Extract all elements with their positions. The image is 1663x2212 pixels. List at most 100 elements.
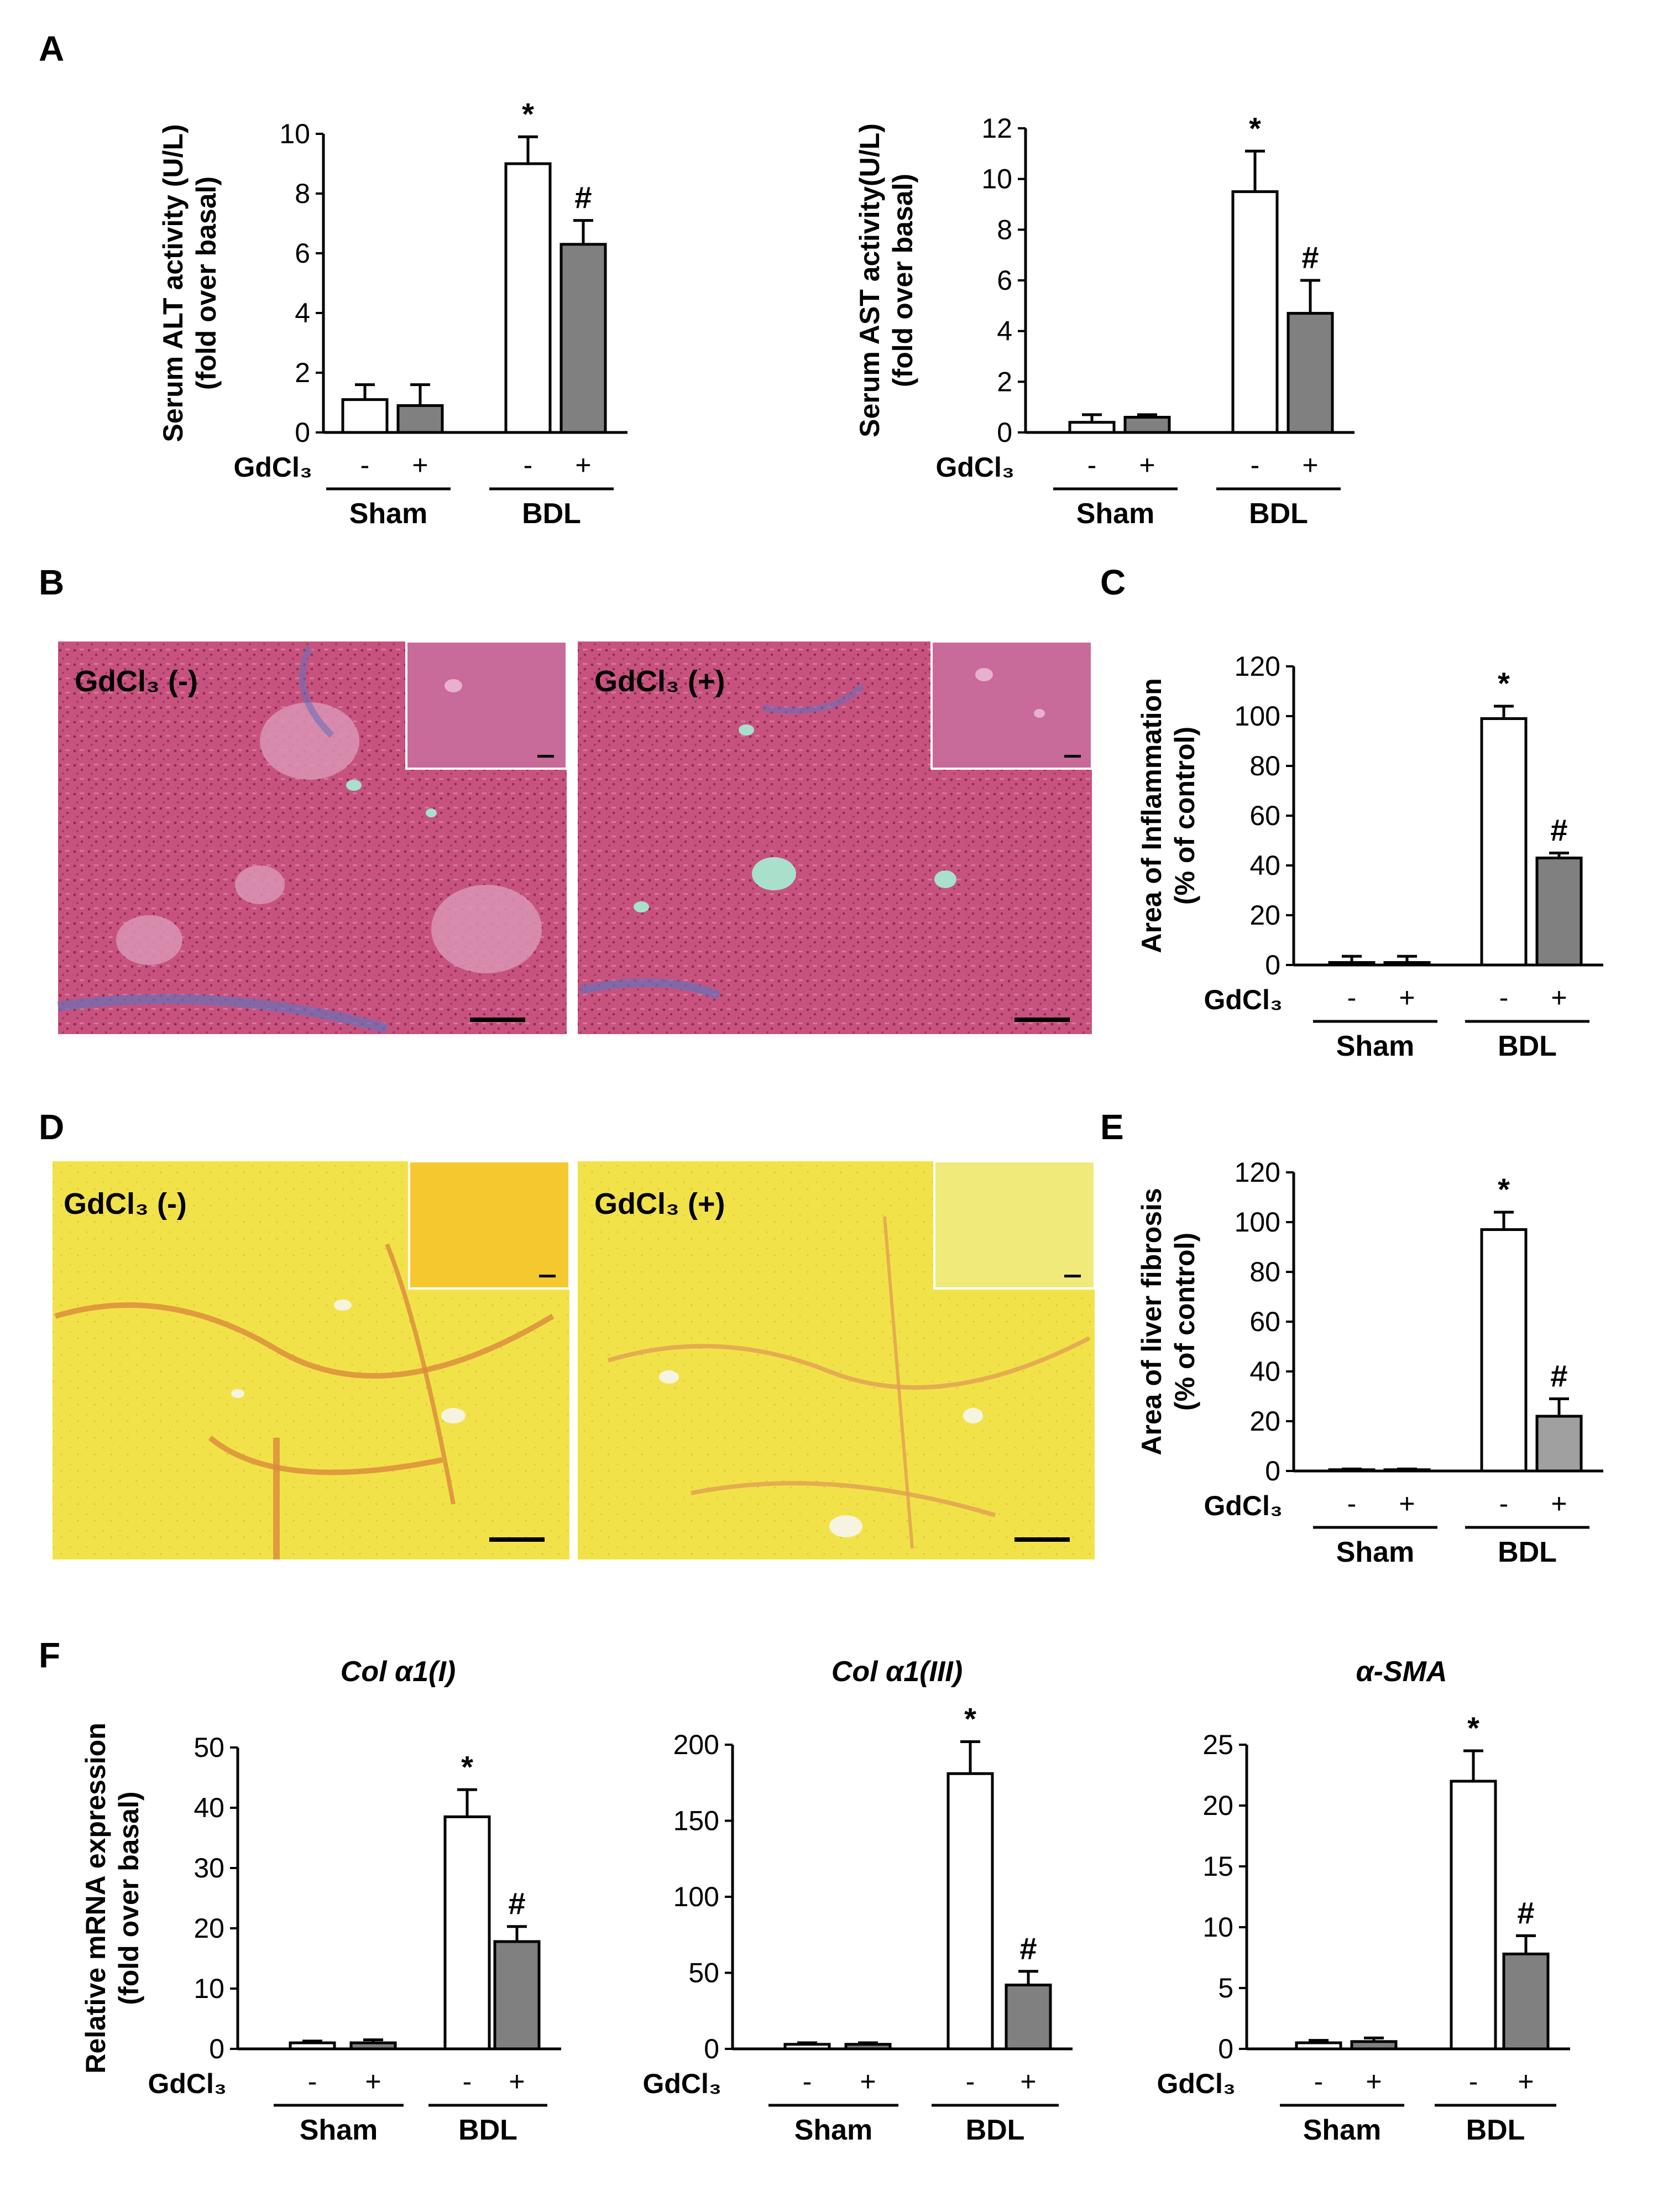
y-tick-label: 20 xyxy=(194,1913,224,1944)
gdcl3-label: GdCl₃ xyxy=(935,452,1014,483)
y-tick-label: 60 xyxy=(1249,1306,1280,1337)
chart-title: α-SMA xyxy=(1356,1656,1447,1688)
sirius-image-plus: GdCl₃ (+) xyxy=(578,1160,1096,1559)
bar xyxy=(1328,1468,1376,1473)
chart-a1: 0 2 4 6 8 10 * # GdCl₃ - + - + Sham BDL Serum ALT activ… xyxy=(158,96,627,530)
y-tick-label: 10 xyxy=(279,118,310,149)
group-label: Sham xyxy=(1336,1536,1415,1568)
group-label: BDL xyxy=(1249,498,1308,530)
y-tick-label: 20 xyxy=(1249,900,1280,931)
significance-mark: # xyxy=(1550,1359,1567,1394)
chart-title: Col α1(I) xyxy=(341,1656,456,1688)
condition-sign: - xyxy=(1087,450,1097,481)
bar xyxy=(1295,2041,1342,2051)
y-tick-label: 30 xyxy=(194,1853,224,1884)
significance-mark: * xyxy=(522,96,534,131)
bar xyxy=(1287,312,1334,434)
y-tick-label: 150 xyxy=(673,1806,719,1837)
charts-layer: 0 2 4 6 8 10 * # GdCl₃ - + - + Sham BDL Serum ALT activ… xyxy=(80,96,1603,2146)
condition-sign: + xyxy=(1139,450,1155,481)
bar xyxy=(1480,1228,1528,1473)
bar xyxy=(1068,421,1116,434)
bar xyxy=(1383,1468,1431,1473)
y-tick-label: 100 xyxy=(673,1881,719,1912)
y-tick-label: 10 xyxy=(1202,1912,1233,1943)
bar xyxy=(559,243,607,434)
condition-sign: - xyxy=(360,450,370,481)
condition-sign: + xyxy=(1551,1488,1567,1519)
bar xyxy=(1535,1415,1583,1473)
group-label: BDL xyxy=(1498,1030,1557,1062)
condition-sign: + xyxy=(1399,982,1415,1013)
y-tick-label: 20 xyxy=(1202,1790,1233,1821)
significance-mark: * xyxy=(1498,1172,1510,1207)
bar xyxy=(349,2041,397,2051)
sirius-image-minus: GdCl₃ (-) xyxy=(53,1160,571,1559)
y-tick-label: 8 xyxy=(295,178,310,209)
bar xyxy=(443,1815,491,2051)
chart-f2: 0 50 100 150 200 * # GdCl₃ - + - + Sham BDL Col α1(III… xyxy=(642,1656,1073,2146)
y-tick-label: 15 xyxy=(1202,1851,1233,1882)
panel-label-b: B xyxy=(39,562,64,602)
y-axis-label-2: (fold over basal) xyxy=(113,1791,144,2005)
condition-sign: - xyxy=(966,2066,975,2097)
y-tick-label: 0 xyxy=(1265,1455,1280,1486)
panel-label-d: D xyxy=(39,1107,64,1147)
bar xyxy=(341,398,389,434)
y-axis-label: Serum AST activity(U/L) xyxy=(854,123,885,437)
condition-sign: + xyxy=(509,2066,525,2097)
chart-e: 0 20 40 60 80 100 120 * # GdCl₃ - + - + Sham BDL Area of… xyxy=(1136,1157,1603,1568)
y-tick-label: 4 xyxy=(295,298,310,328)
panel-label-e: E xyxy=(1100,1107,1124,1147)
y-tick-label: 120 xyxy=(1235,1157,1280,1188)
y-axis-label: Relative mRNA expression xyxy=(80,1723,111,2074)
bar xyxy=(783,2043,831,2051)
y-tick-label: 120 xyxy=(1235,651,1280,682)
significance-mark: * xyxy=(964,1702,976,1736)
condition-sign: - xyxy=(463,2066,472,2097)
y-tick-label: 6 xyxy=(295,238,310,269)
gdcl3-label: GdCl₃ xyxy=(148,2068,227,2099)
y-tick-label: 0 xyxy=(1218,2033,1233,2064)
bar xyxy=(1480,717,1528,967)
y-axis-label: Area of Inflammation xyxy=(1136,678,1167,953)
bar xyxy=(1383,961,1431,967)
significance-mark: * xyxy=(1498,666,1510,701)
y-tick-label: 8 xyxy=(997,214,1012,245)
y-tick-label: 5 xyxy=(1218,1973,1233,2004)
condition-sign: + xyxy=(1399,1488,1415,1519)
bar xyxy=(504,162,552,434)
y-axis-label-2: (% of control) xyxy=(1169,727,1200,905)
chart-f1: 0 10 20 30 40 50 * # GdCl₃ - + - + Sham BDL Col α1(I) Re… xyxy=(80,1656,561,2146)
group-label: BDL xyxy=(966,2114,1025,2146)
he-label-plus: GdCl₃ (+) xyxy=(594,665,725,698)
group-label: Sham xyxy=(300,2114,378,2146)
bar xyxy=(396,404,444,434)
bar xyxy=(1123,416,1171,434)
group-label: Sham xyxy=(1303,2114,1382,2146)
he-label-minus: GdCl₃ (-) xyxy=(75,665,198,698)
condition-sign: - xyxy=(1314,2066,1324,2097)
condition-sign: + xyxy=(1551,982,1567,1013)
y-axis-label: Serum ALT activity (U/L) xyxy=(158,124,189,442)
y-tick-label: 40 xyxy=(194,1792,224,1823)
group-label: Sham xyxy=(1336,1030,1415,1062)
y-tick-label: 2 xyxy=(295,357,310,388)
y-tick-label: 20 xyxy=(1249,1406,1280,1437)
bar xyxy=(1005,1984,1052,2051)
sirius-label-plus: GdCl₃ (+) xyxy=(594,1187,725,1220)
condition-sign: + xyxy=(1518,2066,1534,2097)
y-tick-label: 60 xyxy=(1249,800,1280,831)
y-tick-label: 0 xyxy=(997,417,1012,448)
y-tick-label: 40 xyxy=(1249,1356,1280,1387)
significance-mark: # xyxy=(574,180,592,215)
bar xyxy=(493,1940,541,2051)
significance-mark: * xyxy=(1467,1710,1479,1745)
bar xyxy=(1328,961,1376,967)
condition-sign: + xyxy=(1302,450,1318,481)
he-image-plus: GdCl₃ (+) xyxy=(578,640,1093,1034)
y-tick-label: 25 xyxy=(1202,1729,1233,1760)
bar xyxy=(1231,190,1279,434)
condition-sign: + xyxy=(575,450,591,481)
panel-label-c: C xyxy=(1100,562,1126,602)
